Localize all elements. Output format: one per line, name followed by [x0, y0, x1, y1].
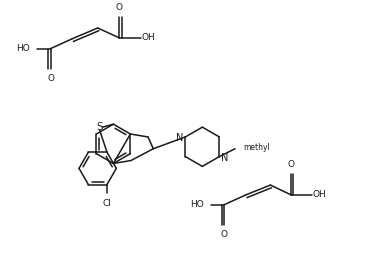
Text: methyl: methyl [243, 143, 270, 152]
Text: HO: HO [190, 200, 204, 209]
Text: O: O [288, 160, 295, 169]
Text: N: N [221, 153, 229, 163]
Text: HO: HO [16, 44, 30, 53]
Text: Cl: Cl [103, 199, 112, 208]
Text: O: O [116, 3, 123, 12]
Text: O: O [47, 74, 54, 83]
Text: O: O [221, 230, 228, 239]
Text: N: N [176, 133, 184, 143]
Text: OH: OH [313, 190, 326, 199]
Text: S: S [96, 122, 103, 132]
Text: OH: OH [142, 33, 156, 42]
